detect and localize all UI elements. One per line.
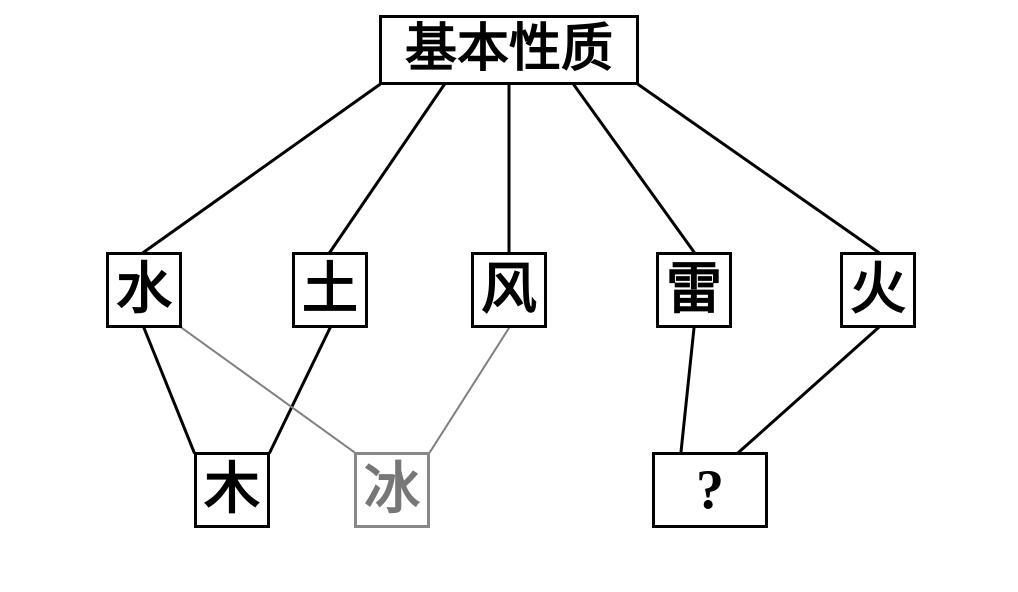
element-diagram: 基本性质水 土 风 雷 火木 冰? bbox=[0, 0, 1018, 592]
node-earth: 土 bbox=[292, 252, 368, 328]
node-label: 水 bbox=[116, 262, 172, 318]
node-wood: 木 bbox=[194, 452, 270, 528]
node-label: 雷 bbox=[666, 262, 722, 318]
node-label: 冰 bbox=[364, 462, 420, 518]
node-label: ? bbox=[696, 462, 724, 518]
node-unknown: ? bbox=[652, 452, 768, 528]
node-label: 基本性质 bbox=[405, 24, 613, 76]
edge-root-thunder bbox=[574, 85, 694, 252]
node-label: 火 bbox=[850, 262, 906, 318]
edge-thunder-unknown bbox=[681, 328, 694, 452]
edge-fire-unknown bbox=[739, 328, 878, 452]
node-ice: 冰 bbox=[354, 452, 430, 528]
node-label: 木 bbox=[204, 462, 260, 518]
node-label: 土 bbox=[302, 262, 358, 318]
edge-earth-wood bbox=[270, 328, 330, 452]
edge-water-ice bbox=[182, 328, 354, 452]
edge-root-water bbox=[144, 85, 379, 252]
edge-root-earth bbox=[330, 85, 444, 252]
node-wind: 风 bbox=[471, 252, 547, 328]
node-root: 基本性质 bbox=[379, 15, 639, 85]
edge-wind-ice bbox=[430, 328, 509, 452]
node-water: 水 bbox=[106, 252, 182, 328]
edge-water-wood bbox=[144, 328, 194, 452]
node-label: 风 bbox=[481, 262, 537, 318]
edge-root-fire bbox=[639, 85, 878, 252]
node-fire: 火 bbox=[840, 252, 916, 328]
node-thunder: 雷 bbox=[656, 252, 732, 328]
